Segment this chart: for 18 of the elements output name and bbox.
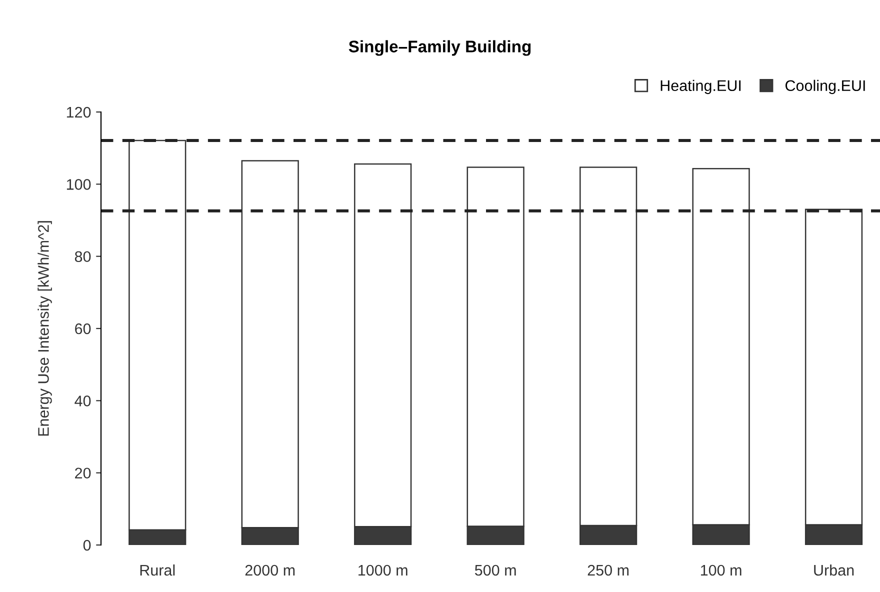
x-tick-label: 100 m xyxy=(700,564,742,576)
x-tick-label: 500 m xyxy=(474,564,516,576)
x-tick-label: Urban xyxy=(814,564,854,576)
y-tick-label: 0 xyxy=(83,540,91,551)
y-axis-title: Energy Use Intensity [kWh/m^2] xyxy=(38,221,52,436)
chart-title: Single–Family Building xyxy=(348,40,531,56)
y-tick-label: 80 xyxy=(74,251,91,262)
x-tick-label: Rural xyxy=(140,564,175,576)
x-tick-label: 2000 m xyxy=(245,564,295,576)
y-tick-label: 100 xyxy=(66,179,91,190)
y-tick-label: 40 xyxy=(74,396,91,406)
y-tick-label: 20 xyxy=(75,468,91,479)
y-tick-label: 120 xyxy=(66,106,91,118)
x-tick-label: 250 m xyxy=(588,564,629,576)
legend-label: Cooling.EUI xyxy=(786,80,865,94)
y-tick-label: 60 xyxy=(75,323,91,334)
legend-label: Heating.EUI xyxy=(660,80,741,94)
x-tick-label: 1000 m xyxy=(358,564,408,576)
